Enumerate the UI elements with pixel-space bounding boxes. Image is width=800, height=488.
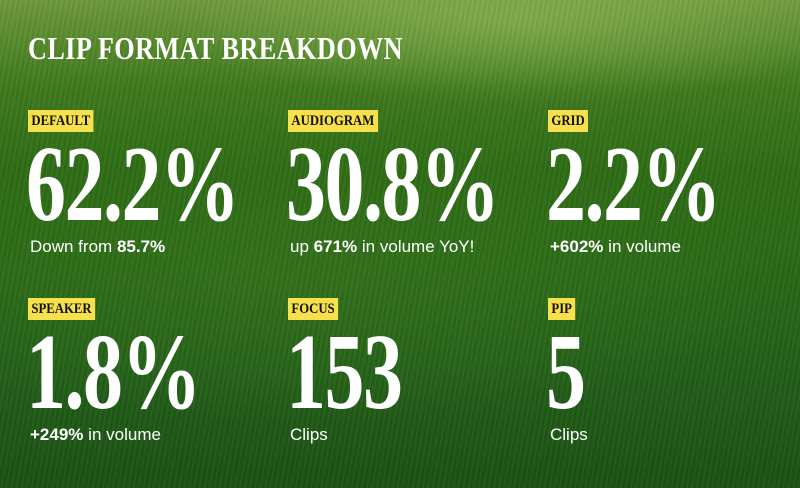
stat-label: GRID bbox=[548, 110, 589, 132]
caption-part: +249% bbox=[30, 425, 84, 444]
stat-value: 2.2% bbox=[546, 125, 721, 244]
caption-part: 671% bbox=[313, 237, 358, 256]
stat-label: DEFAULT bbox=[28, 110, 94, 132]
stat-label: SPEAKER bbox=[28, 298, 96, 320]
caption-part: up bbox=[290, 237, 309, 256]
caption-part: 85.7% bbox=[116, 237, 166, 256]
caption-part: Down from bbox=[30, 237, 113, 256]
stat-caption: +602% in volume bbox=[550, 237, 681, 257]
stat-label: AUDIOGRAM bbox=[288, 110, 378, 132]
stat-item: SPEAKER 1.8% +249% in volume bbox=[26, 298, 278, 468]
title: CLIP FORMAT BREAKDOWN bbox=[28, 30, 404, 66]
caption-part: Clips bbox=[550, 425, 588, 444]
stat-value: 1.8% bbox=[26, 313, 201, 432]
stat-caption: up 671% in volume YoY! bbox=[290, 237, 474, 257]
stat-item: AUDIOGRAM 30.8% up 671% in volume YoY! bbox=[286, 110, 538, 280]
stat-value: 5 bbox=[546, 313, 586, 432]
stat-item: PIP 5 Clips bbox=[546, 298, 798, 468]
stat-caption: Down from 85.7% bbox=[30, 237, 165, 257]
stat-caption: Clips bbox=[290, 425, 328, 445]
stat-item: GRID 2.2% +602% in volume bbox=[546, 110, 798, 280]
stat-caption: Clips bbox=[550, 425, 588, 445]
stat-value: 62.2% bbox=[26, 125, 240, 244]
stat-item: FOCUS 153 Clips bbox=[286, 298, 538, 468]
stat-label: PIP bbox=[548, 298, 576, 320]
caption-part: Clips bbox=[290, 425, 328, 444]
stat-label: FOCUS bbox=[288, 298, 339, 320]
caption-part: in volume bbox=[608, 237, 681, 256]
stat-value: 30.8% bbox=[286, 125, 500, 244]
stat-caption: +249% in volume bbox=[30, 425, 161, 445]
stat-item: DEFAULT 62.2% Down from 85.7% bbox=[26, 110, 278, 280]
caption-part: in volume bbox=[88, 425, 161, 444]
caption-part: in volume YoY! bbox=[361, 237, 475, 256]
stat-value: 153 bbox=[286, 313, 403, 432]
caption-part: +602% bbox=[550, 237, 604, 256]
